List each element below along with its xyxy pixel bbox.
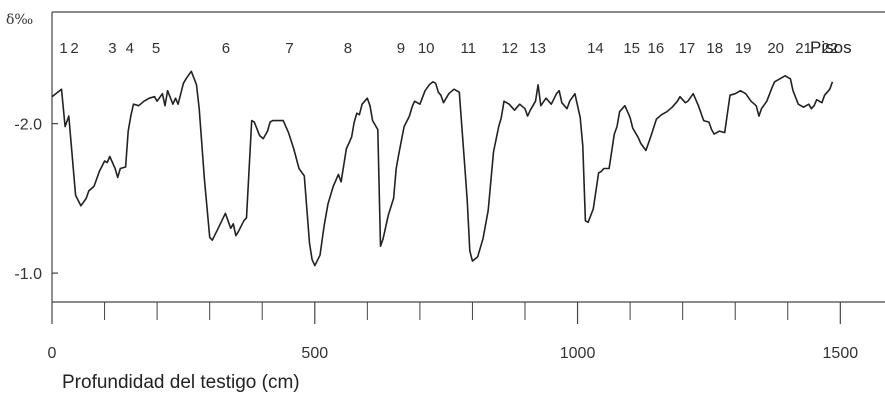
- stage-label-18: 18: [706, 40, 723, 57]
- stage-label-2: 2: [70, 40, 78, 57]
- stage-label-12: 12: [501, 40, 518, 57]
- stage-label-22: 22: [821, 40, 838, 57]
- stage-label-4: 4: [126, 40, 134, 57]
- y-axis: -2.0 -1.0: [14, 117, 58, 283]
- stage-label-17: 17: [679, 40, 696, 57]
- y-axis-title: δ‰: [6, 12, 33, 28]
- stage-label-20: 20: [767, 40, 784, 57]
- x-tick-label: 1000: [560, 345, 596, 362]
- stage-label-1: 1: [59, 40, 67, 57]
- series-group: [51, 70, 834, 267]
- stage-label-10: 10: [418, 40, 435, 57]
- y-tick-label: -1.0: [14, 266, 42, 283]
- stage-labels: 1 2 3 4 5 6 7 8 9 10 11 12 13 14 15 16 17 18 19 20 21 22: [59, 40, 838, 57]
- stage-label-11: 11: [460, 40, 476, 57]
- stage-label-5: 5: [152, 40, 160, 57]
- stage-label-8: 8: [344, 40, 352, 57]
- stage-label-16: 16: [648, 40, 665, 57]
- x-tick-label: 500: [301, 345, 328, 362]
- stage-label-13: 13: [529, 40, 546, 57]
- stage-label-7: 7: [285, 40, 293, 57]
- x-tick-label: 1500: [823, 345, 859, 362]
- stage-label-21: 21: [795, 40, 812, 57]
- stages-title: Pisos: [810, 38, 852, 57]
- stage-label-6: 6: [222, 40, 230, 57]
- stage-label-14: 14: [587, 40, 604, 57]
- stage-label-19: 19: [735, 40, 752, 57]
- plot-frame: [51, 11, 885, 303]
- stage-label-15: 15: [623, 40, 640, 57]
- x-tick-label: 0: [48, 345, 57, 362]
- y-tick-label: -2.0: [14, 117, 42, 134]
- stage-label-9: 9: [397, 40, 405, 57]
- x-axis-title: Profundidad del testigo (cm): [62, 372, 300, 393]
- x-axis: 0 500 1000 1500: [48, 302, 859, 362]
- series-line-0: [51, 70, 834, 267]
- stage-label-3: 3: [108, 40, 116, 57]
